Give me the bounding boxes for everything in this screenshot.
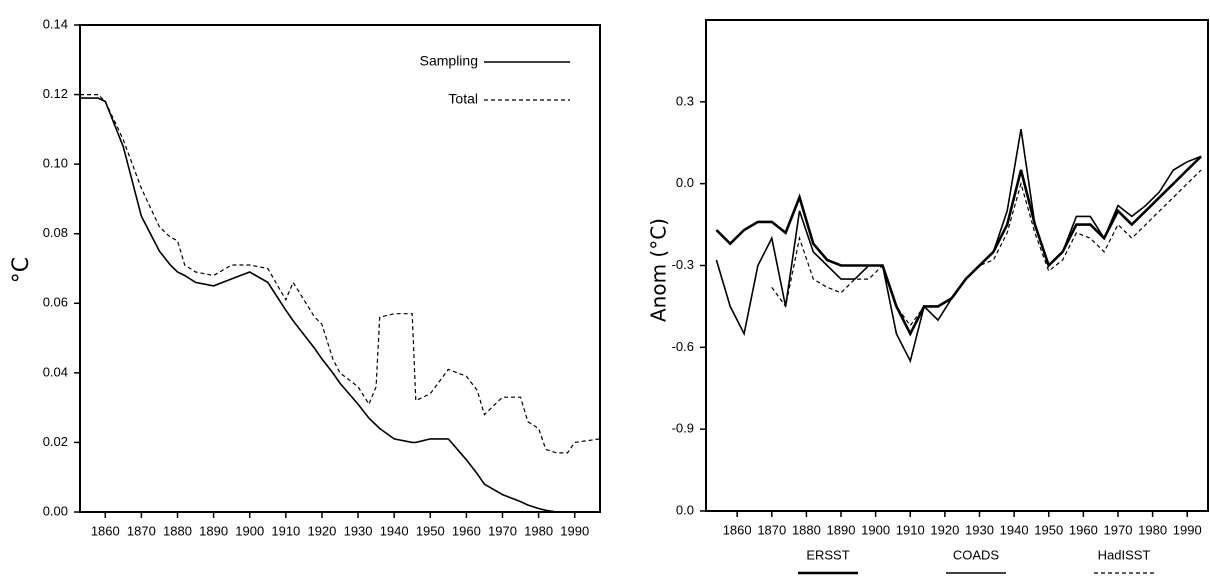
legend-label: COADS <box>953 547 1000 562</box>
y-tick-label: -0.3 <box>672 257 694 272</box>
x-tick-label: 1990 <box>560 523 589 538</box>
y-tick-label: 0.3 <box>676 93 694 108</box>
x-tick-label: 1960 <box>452 523 481 538</box>
y-axis-label: °C <box>9 257 34 283</box>
series-line <box>771 169 1202 327</box>
x-tick-label: 1900 <box>235 523 264 538</box>
x-tick-label: 1890 <box>827 522 856 537</box>
x-tick-label: 1980 <box>524 523 553 538</box>
y-tick-label: 0.10 <box>43 156 68 171</box>
x-tick-label: 1940 <box>380 523 409 538</box>
x-tick-label: 1920 <box>307 523 336 538</box>
series-line <box>715 128 1202 364</box>
y-tick-label: 0.04 <box>43 364 68 379</box>
y-tick-label: 0.0 <box>676 175 694 190</box>
x-tick-label: 1900 <box>861 522 890 537</box>
y-tick-label: 0.14 <box>43 16 68 31</box>
series-line <box>715 155 1203 337</box>
x-tick-label: 1860 <box>723 522 752 537</box>
legend-label: Total <box>448 91 478 107</box>
x-tick-label: 1880 <box>163 523 192 538</box>
legend-label: Sampling <box>420 53 478 69</box>
series-line <box>80 97 600 513</box>
y-tick-label: 0.08 <box>43 225 68 240</box>
x-tick-label: 1870 <box>127 523 156 538</box>
x-tick-label: 1990 <box>1173 522 1202 537</box>
y-tick-label: -0.9 <box>672 421 694 436</box>
y-tick-label: 0.0 <box>676 502 694 517</box>
x-tick-label: 1950 <box>1034 522 1063 537</box>
x-tick-label: 1910 <box>271 523 300 538</box>
y-tick-label: 0.02 <box>43 434 68 449</box>
x-tick-label: 1930 <box>344 523 373 538</box>
y-tick-label: 0.00 <box>43 503 68 518</box>
x-tick-label: 1860 <box>91 523 120 538</box>
x-tick-label: 1920 <box>930 522 959 537</box>
x-tick-label: 1970 <box>1104 522 1133 537</box>
x-tick-label: 1870 <box>757 522 786 537</box>
x-tick-label: 1940 <box>1000 522 1029 537</box>
legend-label: ERSST <box>806 547 849 562</box>
legend-label: HadISST <box>1098 547 1151 562</box>
x-tick-label: 1950 <box>416 523 445 538</box>
y-tick-label: 0.06 <box>43 295 68 310</box>
x-tick-label: 1880 <box>792 522 821 537</box>
y-tick-label: 0.12 <box>43 86 68 101</box>
plot-frame <box>705 19 1209 512</box>
y-axis-label: Anom (°C) <box>647 218 671 322</box>
x-tick-label: 1960 <box>1069 522 1098 537</box>
x-tick-label: 1930 <box>965 522 994 537</box>
y-tick-label: -0.6 <box>672 339 694 354</box>
x-tick-label: 1890 <box>199 523 228 538</box>
x-tick-label: 1970 <box>488 523 517 538</box>
series-line <box>80 94 601 454</box>
plot-frame <box>79 24 601 513</box>
x-tick-label: 1980 <box>1138 522 1167 537</box>
x-tick-label: 1910 <box>896 522 925 537</box>
